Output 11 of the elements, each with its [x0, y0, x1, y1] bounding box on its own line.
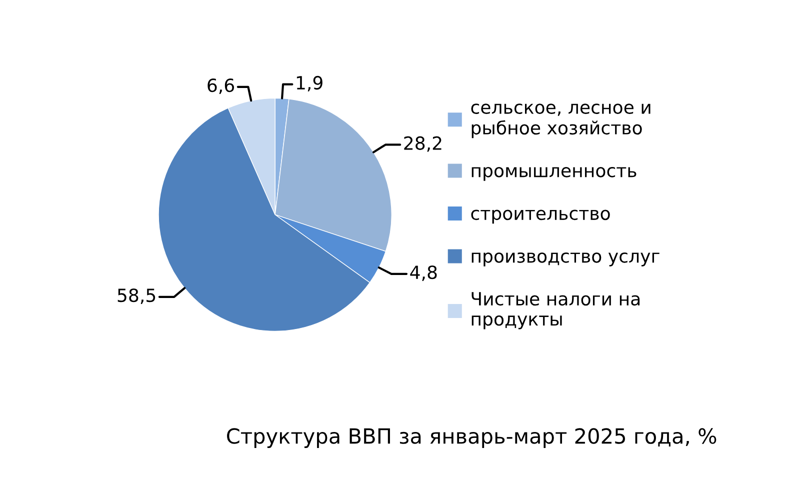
legend-label: Чистые налоги на продукты — [472, 292, 640, 330]
legend-label: сельское, лесное и рыбное хозяйство — [471, 104, 650, 138]
data-label: 58,5 — [118, 288, 156, 304]
text: Структура ВВП за январь-март 2025 года, % — [227, 428, 716, 448]
data-label: 4,8 — [410, 265, 437, 281]
legend-label: строительство — [471, 210, 610, 224]
data-label: 1,9 — [296, 76, 322, 92]
data-label: 28,2 — [404, 136, 442, 152]
legend-label: промышленность — [472, 166, 636, 181]
legend-label: производство услуг — [472, 252, 660, 266]
data-label: 6,6 — [208, 78, 234, 94]
